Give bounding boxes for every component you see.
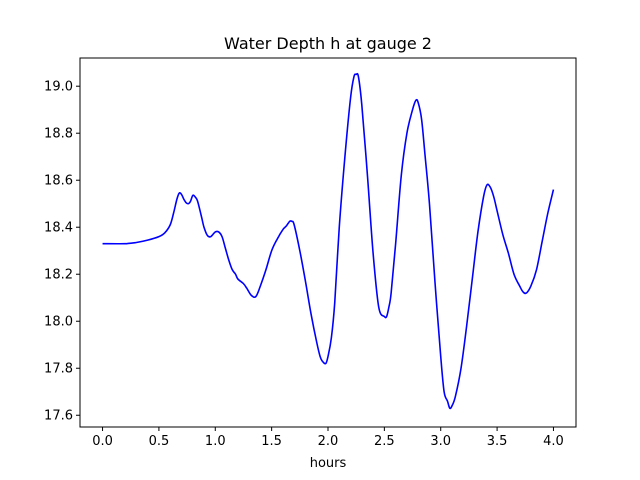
x-tick-label: 2.0 <box>318 434 339 449</box>
y-tick-label: 17.6 <box>44 409 73 424</box>
series-layer <box>102 72 555 410</box>
series-line <box>102 72 555 410</box>
y-tick-label: 18.0 <box>44 315 73 330</box>
x-tick-label: 3.5 <box>487 434 508 449</box>
y-axis: 17.6 17.8 18.0 18.2 18.4 18.6 18.8 19.0 <box>44 80 80 424</box>
y-tick-label: 18.2 <box>44 268 73 283</box>
chart-title: Water Depth h at gauge 2 <box>224 34 432 53</box>
y-tick-label: 19.0 <box>44 80 73 95</box>
x-tick-label: 4.0 <box>543 434 564 449</box>
x-axis: 0.0 0.5 1.0 1.5 2.0 2.5 3.0 3.5 4.0 <box>92 427 564 449</box>
y-tick-label: 18.8 <box>44 127 73 142</box>
x-tick-label: 0.0 <box>92 434 113 449</box>
y-tick-label: 17.8 <box>44 362 73 377</box>
x-tick-label: 3.0 <box>430 434 451 449</box>
x-tick-label: 0.5 <box>149 434 170 449</box>
y-tick-label: 18.4 <box>44 221 73 236</box>
x-tick-label: 2.5 <box>374 434 395 449</box>
y-tick-label: 18.6 <box>44 174 73 189</box>
x-tick-label: 1.0 <box>205 434 226 449</box>
x-axis-label: hours <box>310 456 347 471</box>
x-tick-label: 1.5 <box>261 434 282 449</box>
